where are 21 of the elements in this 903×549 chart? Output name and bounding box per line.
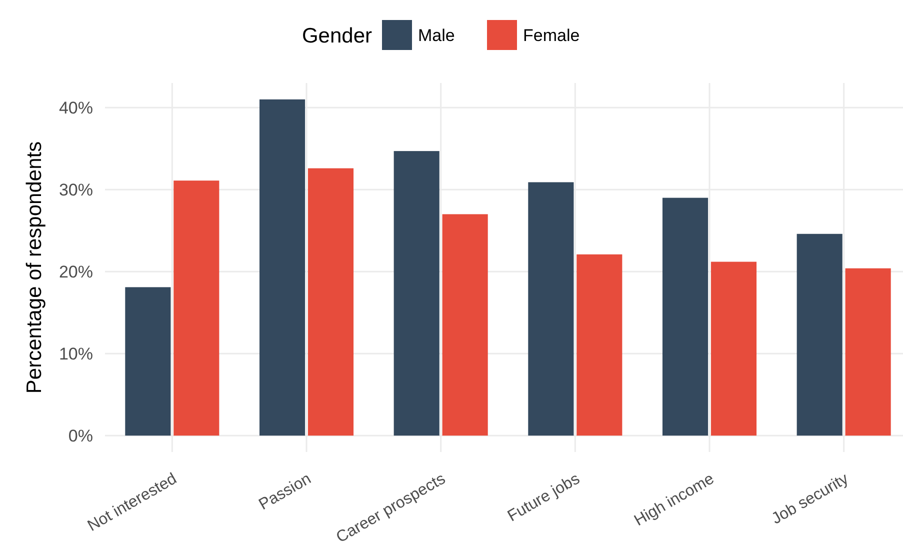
bar (528, 182, 574, 436)
bar (394, 151, 440, 436)
bar (796, 234, 842, 436)
y-tick-label: 10% (58, 344, 93, 364)
y-tick-label: 30% (58, 180, 93, 200)
bar (845, 268, 891, 436)
bar (308, 168, 354, 436)
y-tick-label: 0% (68, 426, 93, 446)
legend-title: Gender (302, 24, 372, 48)
legend-label: Male (418, 26, 455, 45)
bar (710, 262, 757, 436)
y-axis-title: Percentage of respondents (23, 141, 46, 394)
y-tick-label: 40% (58, 98, 93, 118)
y-tick-label: 20% (58, 262, 93, 282)
bar (662, 198, 708, 436)
bar (259, 99, 306, 436)
legend-label: Female (523, 26, 580, 45)
bar (174, 180, 220, 436)
bar (442, 214, 488, 436)
bar (576, 254, 622, 436)
bar (125, 287, 171, 436)
